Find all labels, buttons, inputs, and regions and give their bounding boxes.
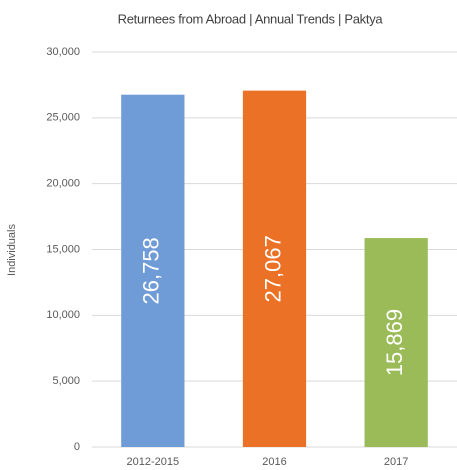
value-label: 15,869 — [382, 309, 407, 376]
value-label: 27,067 — [260, 235, 285, 302]
bar — [121, 94, 185, 447]
x-tick-label: 2017 — [384, 456, 408, 468]
y-tick-label: 25,000 — [46, 112, 80, 124]
y-tick-label: 5,000 — [52, 375, 80, 387]
y-tick-label: 20,000 — [46, 178, 80, 190]
chart-title: Returnees from Abroad | Annual Trends | … — [118, 11, 384, 26]
x-tick-label: 2012-2015 — [127, 456, 180, 468]
y-axis-label: Individuals — [6, 224, 18, 276]
y-tick-label: 30,000 — [46, 46, 80, 58]
bar — [364, 238, 428, 447]
y-tick-label: 0 — [74, 441, 80, 453]
bar — [242, 90, 307, 448]
y-tick-label: 15,000 — [46, 243, 80, 255]
y-tick-label: 10,000 — [46, 309, 80, 321]
value-label: 26,758 — [139, 237, 164, 304]
x-tick-label: 2016 — [262, 456, 286, 468]
